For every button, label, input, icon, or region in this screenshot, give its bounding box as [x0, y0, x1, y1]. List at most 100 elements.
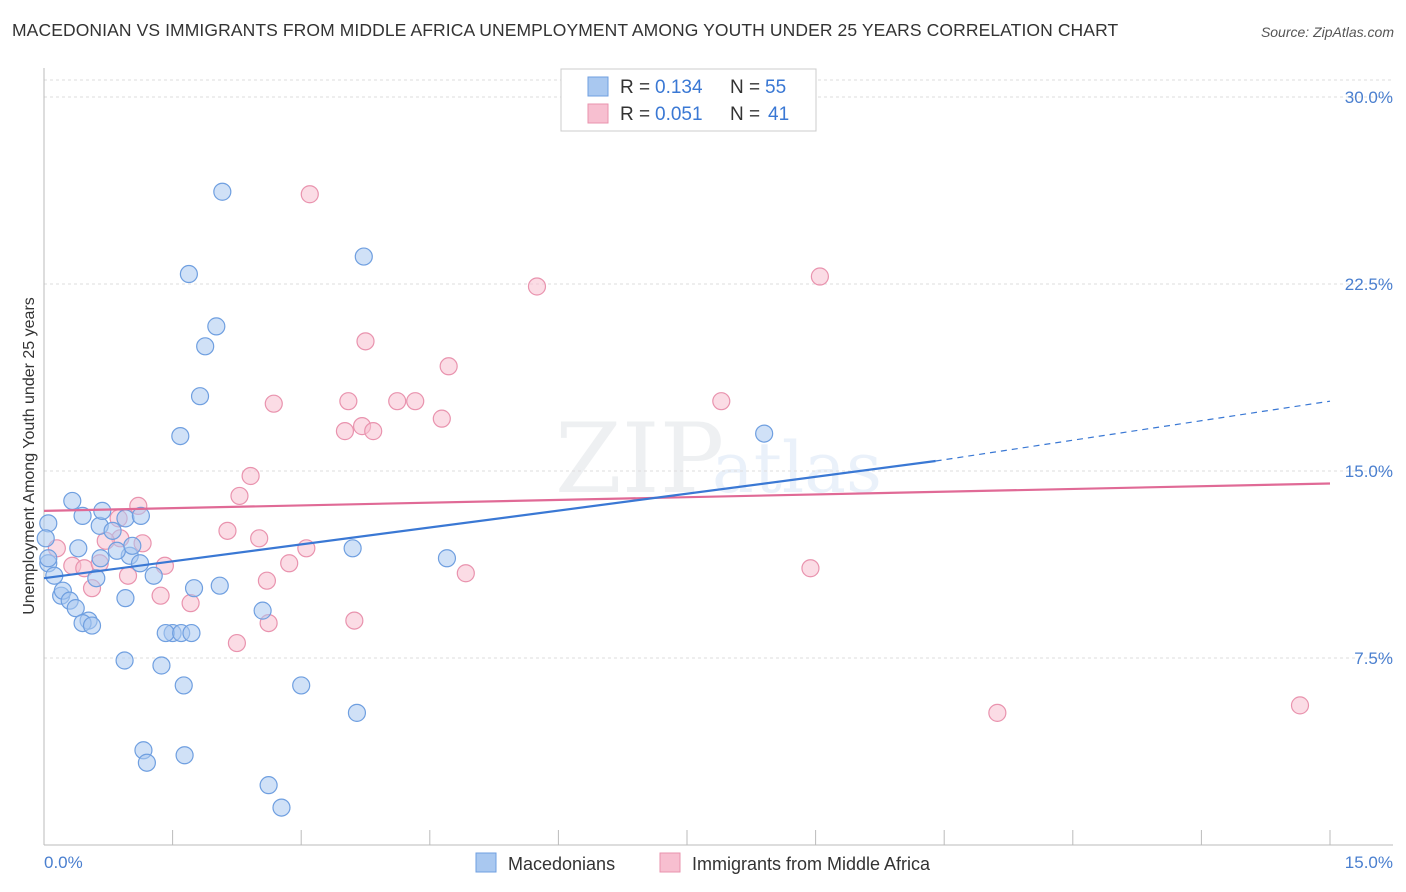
immigrant-point	[241, 466, 260, 486]
macedonian-point	[123, 536, 142, 555]
macedonian-point	[437, 549, 457, 568]
grid-lines	[44, 79, 1393, 659]
source-label: Source: ZipAtlas.com	[1260, 24, 1394, 40]
immigrant-point	[230, 486, 249, 506]
legend-r-value-2: 0.051	[655, 104, 703, 125]
macedonian-point	[116, 509, 135, 528]
immigrant-point	[801, 559, 820, 578]
macedonian-point	[213, 182, 232, 201]
macedonian-point	[253, 601, 272, 620]
immigrant-point	[181, 594, 200, 613]
macedonian-point	[39, 549, 58, 568]
x-ticks	[43, 830, 1331, 845]
immigrant-point	[151, 586, 170, 605]
macedonian-point	[115, 651, 134, 670]
correlation-legend: R = 0.134 N = 55 R = 0.051 N = 41	[560, 68, 817, 132]
macedonian-point	[210, 576, 229, 595]
bottom-legend-swatch-macedonians	[475, 852, 497, 873]
macedonian-point	[144, 566, 163, 585]
macedonian-point	[347, 703, 367, 722]
macedonian-point	[73, 506, 92, 525]
macedonian-point	[103, 521, 122, 540]
immigrant-trend-line	[43, 482, 1331, 512]
immigrant-point	[810, 267, 829, 286]
legend-r-label-2: R =	[620, 104, 650, 125]
axes	[43, 68, 1393, 846]
immigrant-point	[218, 521, 237, 540]
macedonian-point	[174, 676, 193, 695]
y-tick-label: 7.5%	[1354, 649, 1393, 668]
macedonian-point	[66, 599, 85, 618]
chart-title: MACEDONIAN VS IMMIGRANTS FROM MIDDLE AFR…	[12, 20, 1119, 40]
y-tick-label: 22.5%	[1345, 275, 1393, 294]
macedonian-point	[82, 616, 102, 635]
immigrant-point	[264, 394, 283, 413]
immigrant-point	[335, 422, 355, 441]
legend-n-value-2: 41	[768, 104, 789, 125]
macedonian-trend-extension	[935, 400, 1331, 462]
macedonian-point	[182, 623, 201, 643]
immigrant-point	[257, 571, 277, 590]
series-macedonians	[36, 182, 774, 817]
legend-r-value-1: 0.134	[655, 77, 703, 98]
immigrant-point	[439, 357, 458, 376]
macedonian-point	[93, 501, 112, 520]
legend-n-value-1: 55	[765, 77, 786, 98]
macedonian-point	[63, 491, 82, 511]
immigrant-point	[456, 564, 475, 583]
legend-swatch-macedonians	[587, 76, 609, 97]
series-immigrants	[47, 185, 1310, 722]
macedonian-trend-line	[43, 459, 936, 580]
macedonian-point	[354, 247, 373, 266]
macedonian-point	[87, 569, 106, 588]
immigrant-point	[280, 554, 299, 573]
y-tick-labels: 7.5% 15.0% 22.5% 30.0%	[1345, 88, 1393, 668]
macedonian-point	[156, 623, 175, 643]
immigrant-point	[250, 529, 269, 548]
macedonian-point	[179, 264, 198, 284]
legend-r-label-1: R =	[620, 77, 650, 98]
macedonian-point	[39, 514, 58, 533]
x-tick-label-max: 15.0%	[1345, 853, 1393, 872]
macedonian-point	[137, 753, 156, 772]
immigrant-point	[1290, 696, 1310, 715]
legend-n-label-1: N =	[730, 77, 760, 98]
macedonian-point	[207, 317, 226, 336]
macedonian-point	[259, 776, 278, 795]
macedonian-point	[343, 539, 362, 558]
macedonian-point	[152, 656, 171, 675]
immigrant-point	[388, 392, 407, 411]
macedonian-point	[116, 589, 135, 608]
immigrant-point	[356, 332, 375, 351]
macedonian-point	[171, 426, 190, 446]
x-tick-label-min: 0.0%	[44, 853, 83, 872]
immigrant-point	[345, 611, 364, 630]
legend-n-label-2: N =	[730, 104, 760, 125]
trend-lines	[43, 400, 1331, 580]
immigrant-point	[988, 703, 1007, 722]
macedonian-point	[69, 539, 88, 558]
macedonian-point	[131, 506, 150, 525]
legend-swatch-immigrants	[587, 103, 609, 124]
y-tick-label: 30.0%	[1345, 88, 1393, 107]
macedonian-point	[292, 676, 311, 695]
macedonian-point	[196, 337, 215, 356]
immigrant-point	[406, 392, 425, 411]
immigrant-point	[712, 392, 731, 411]
macedonian-point	[755, 424, 774, 443]
series-legend: Macedonians Immigrants from Middle Afric…	[475, 852, 931, 874]
immigrant-point	[300, 185, 319, 204]
bottom-legend-swatch-immigrants	[659, 852, 681, 873]
macedonian-point	[272, 798, 291, 817]
macedonian-point	[36, 529, 55, 548]
immigrant-point	[227, 633, 246, 653]
macedonian-point	[184, 579, 204, 598]
macedonian-point	[130, 554, 150, 573]
immigrant-point	[432, 409, 451, 428]
y-tick-label: 15.0%	[1345, 462, 1393, 481]
macedonian-point	[175, 746, 194, 765]
immigrant-point	[527, 277, 547, 296]
immigrant-point	[339, 392, 358, 411]
macedonian-point	[91, 549, 110, 568]
